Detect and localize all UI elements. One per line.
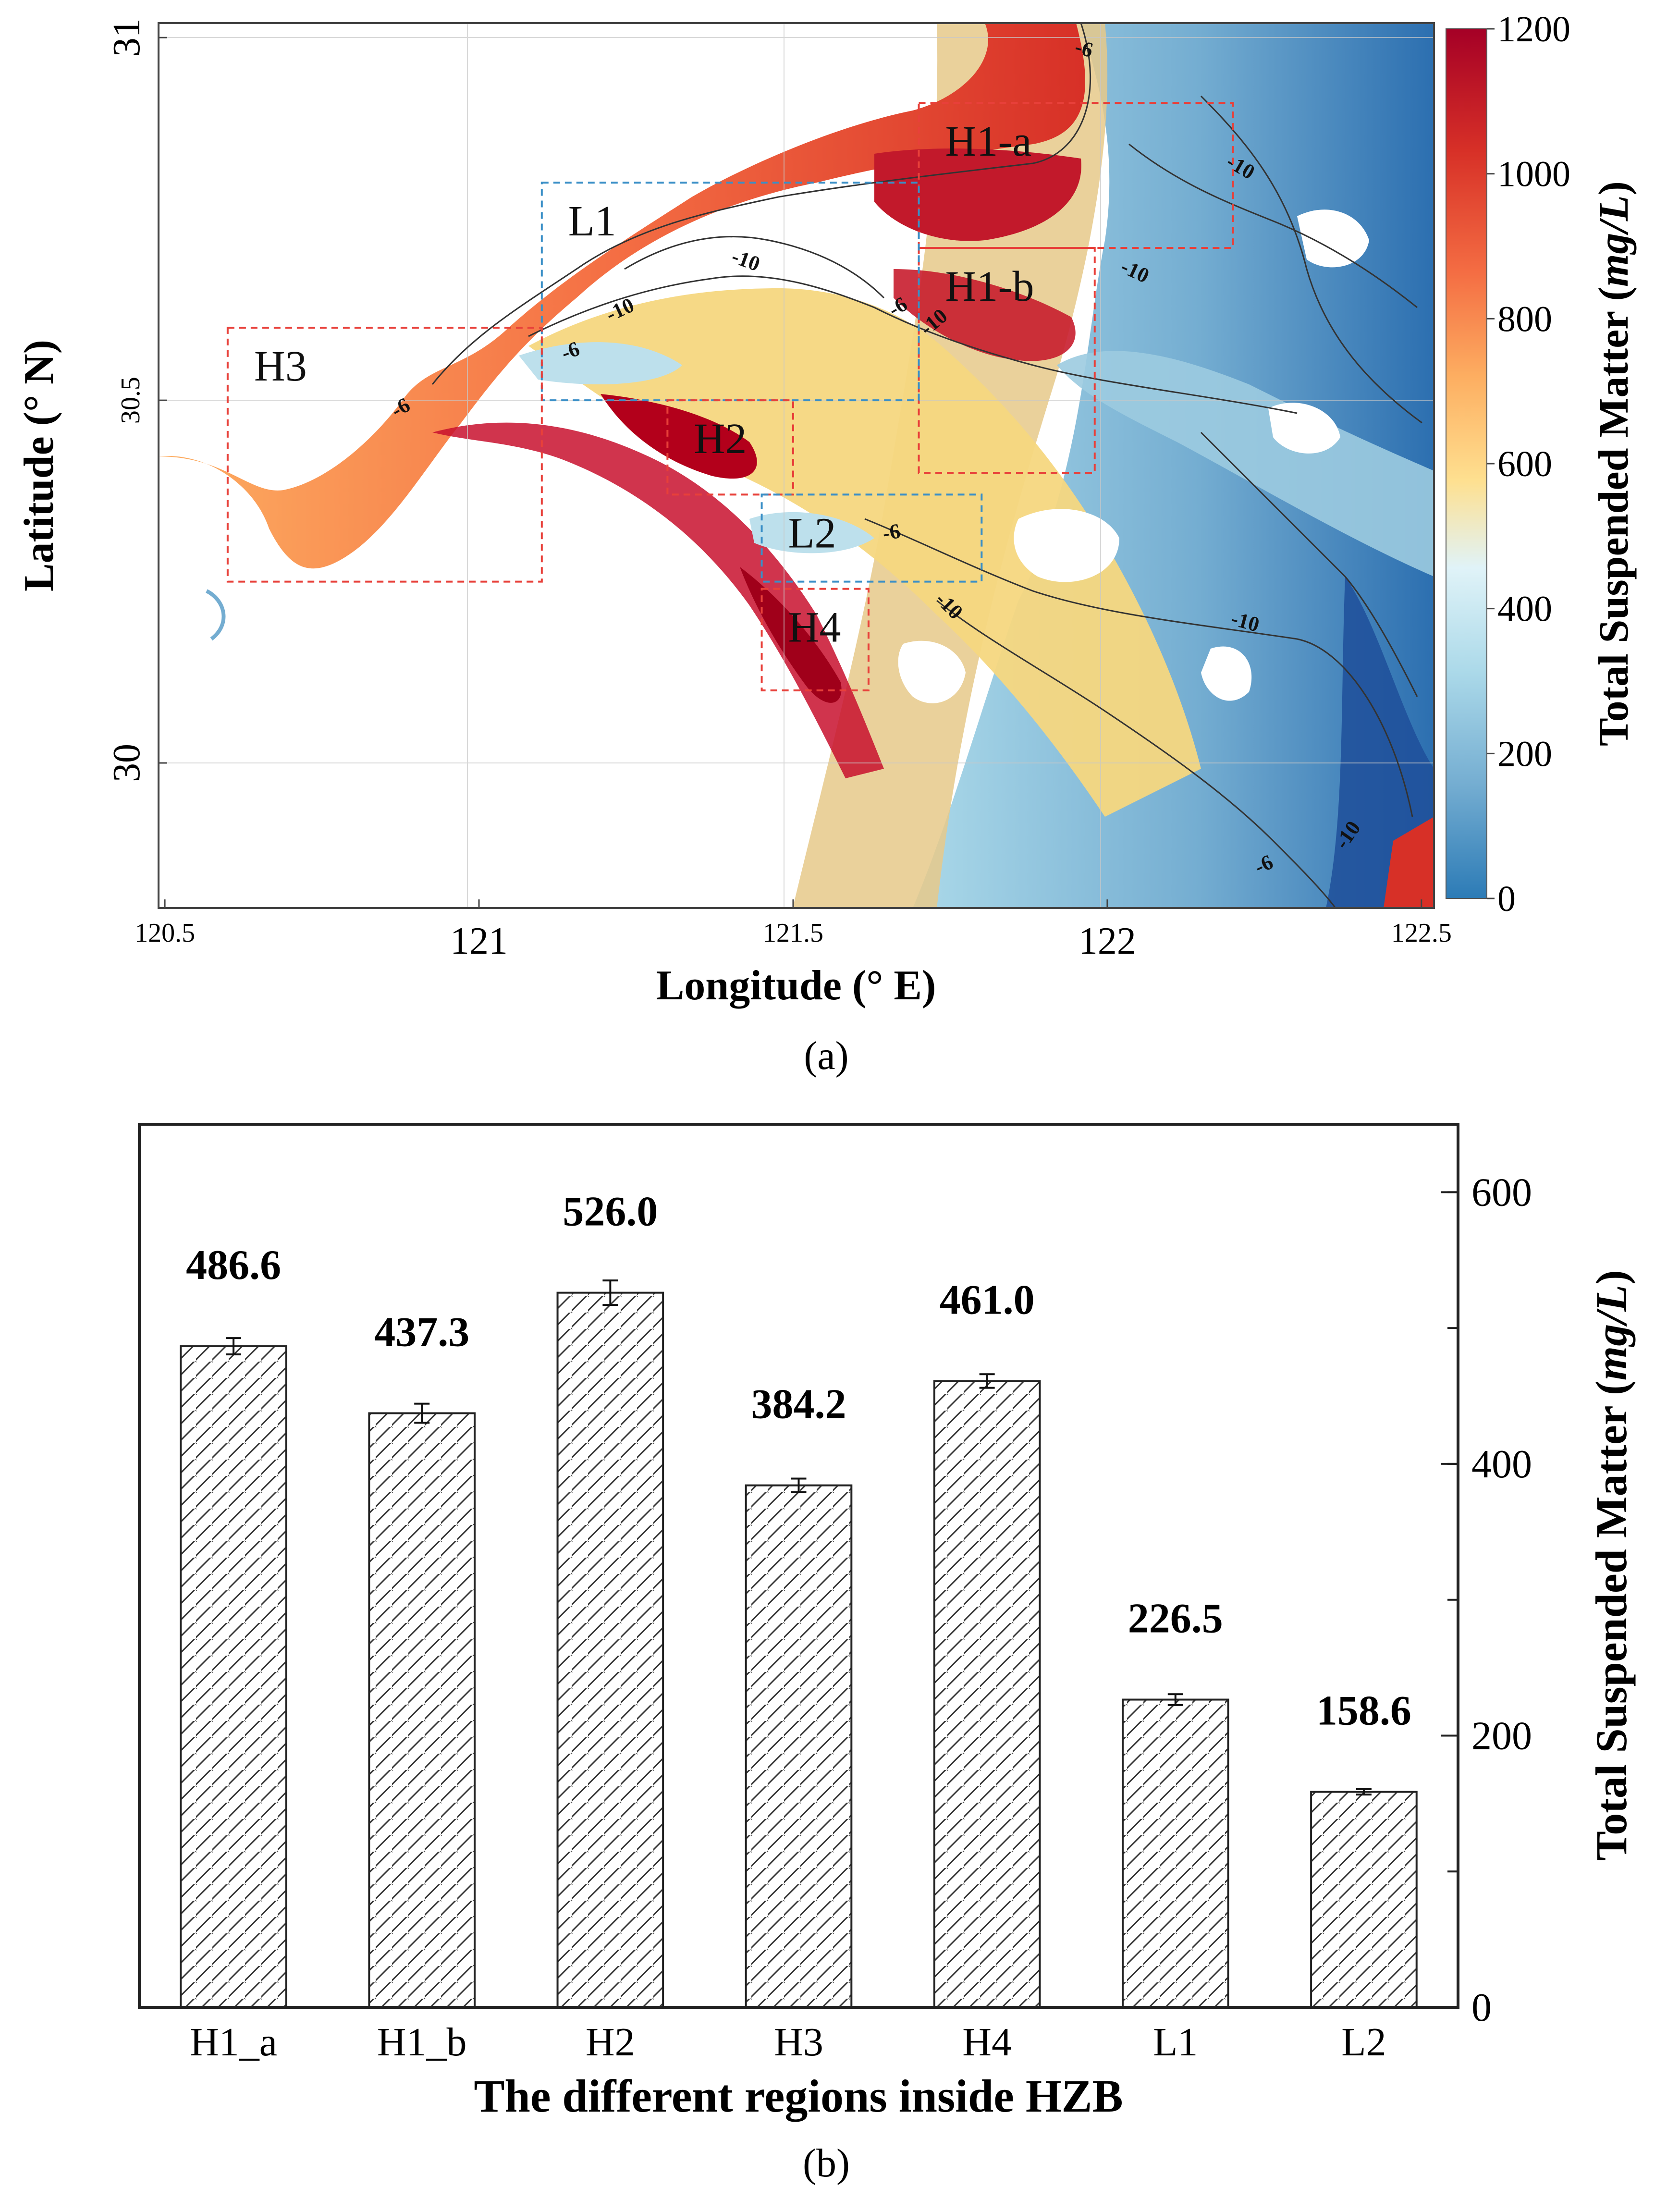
- region-box: [666, 399, 794, 496]
- colorbar-tick-label: 0: [1497, 879, 1516, 919]
- region-box: [226, 327, 543, 583]
- map-x-tick-label: 122.5: [1391, 918, 1452, 948]
- colorbar-ticks: 1200 1000 800 600 400 200 0: [1487, 9, 1570, 919]
- tsm-bar-chart: 486.6 437.3 526.0 384.2 461.0 226.5 158.6 0 200…: [138, 1123, 1636, 2186]
- colorbar-tick-label: 200: [1497, 734, 1552, 774]
- tsm-map-panel: -6 -10 -10 -10 -6 -6 -10 -10 -6 -10 -10 …: [16, 9, 1637, 1078]
- region-box: [918, 102, 1234, 249]
- bar-h3: 384.2: [745, 1381, 853, 2008]
- bar-category-label: L2: [1341, 2020, 1386, 2065]
- bar-value-label: 461.0: [940, 1277, 1035, 1323]
- region-l2: L2: [760, 493, 983, 583]
- map-x-axis-label: Longitude (° E): [656, 962, 936, 1009]
- panel-label-b: (b): [803, 2141, 850, 2186]
- bar-category-label: H3: [774, 2020, 823, 2065]
- map-y-tick-label: 31: [106, 18, 148, 57]
- region-box: [918, 247, 1096, 474]
- region-label: H2: [694, 415, 747, 463]
- region-box: [760, 493, 983, 583]
- region-label: H1-a: [945, 118, 1032, 165]
- bar-value-label: 158.6: [1316, 1688, 1411, 1734]
- colorbar-tick-label: 1200: [1497, 9, 1570, 49]
- bar-h4: 461.0: [933, 1277, 1041, 2008]
- bar-value-label: 526.0: [563, 1189, 658, 1235]
- map-x-ticks: 120.5 121 121.5 122 122.5: [135, 899, 1452, 962]
- bar-value-label: 486.6: [186, 1242, 281, 1289]
- svg-text:-6: -6: [881, 519, 902, 545]
- colorbar: [1446, 28, 1487, 899]
- map-y-ticks: 31 30.5 30: [106, 18, 167, 782]
- map-frame: [158, 22, 1435, 909]
- region-box: [540, 182, 920, 402]
- region-h1-a: H1-a: [918, 102, 1234, 249]
- bar-y-axis-label: Total Suspended Matter (mg/L): [1587, 1270, 1636, 1860]
- bar-rect: [1310, 1791, 1418, 2008]
- map-y-axis-label: Latitude (° N): [16, 340, 62, 591]
- region-label: H4: [788, 604, 841, 651]
- colorbar-tick-label: 800: [1497, 299, 1552, 339]
- bar-l2: 158.6: [1310, 1688, 1418, 2008]
- tsm-raster: [159, 23, 1434, 908]
- bars: 486.6 437.3 526.0 384.2 461.0 226.5 158.6: [180, 1189, 1418, 2009]
- bar-y-tick-label: 600: [1471, 1170, 1532, 1215]
- region-label: L2: [788, 509, 836, 557]
- bar-value-label: 226.5: [1128, 1596, 1223, 1642]
- bar-x-ticks: H1_a H1_b H2 H3 H4 L1 L2: [190, 2020, 1386, 2065]
- bar-l1: 226.5: [1121, 1596, 1229, 2008]
- colorbar-label: Total Suspended Matter (mg/L): [1591, 181, 1637, 746]
- region-l1: L1: [540, 182, 920, 402]
- map-x-tick-label: 122: [1079, 920, 1136, 962]
- bar-h1_b: 437.3: [368, 1309, 476, 2008]
- map-x-tick-label: 121: [450, 920, 508, 962]
- panel-label-a: (a): [804, 1033, 848, 1078]
- region-h3: H3: [226, 327, 543, 583]
- region-boxes: H1-a H1-b L1 H2 L2 H3 H4: [226, 102, 1234, 692]
- region-h4: H4: [760, 588, 870, 692]
- bar-rect: [556, 1291, 664, 2009]
- bar-category-label: H1_a: [190, 2020, 277, 2065]
- region-h2: H2: [666, 399, 794, 496]
- map-x-tick-label: 121.5: [763, 918, 823, 948]
- bar-value-label: 384.2: [751, 1381, 846, 1428]
- bar-category-label: H2: [586, 2020, 635, 2065]
- bar-category-label: H4: [962, 2020, 1012, 2065]
- bar-y-tick-label: 0: [1471, 1985, 1492, 2030]
- colorbar-tick-label: 600: [1497, 444, 1552, 484]
- bar-h1_a: 486.6: [180, 1242, 287, 2008]
- bar-x-axis-label: The different regions inside HZB: [474, 2070, 1123, 2122]
- map-x-tick-label: 120.5: [135, 918, 195, 948]
- region-label: L1: [568, 197, 616, 245]
- bar-h2: 526.0: [556, 1189, 664, 2009]
- bar-rect: [933, 1380, 1041, 2008]
- colorbar-tick-label: 400: [1497, 589, 1552, 629]
- map-y-tick-label: 30: [106, 744, 148, 782]
- bar-y-ticks: 0 200 400 600: [1441, 1170, 1532, 2030]
- bar-rect: [745, 1484, 853, 2008]
- bathymetry-contours: [431, 23, 1422, 908]
- region-h1-b: H1-b: [918, 247, 1096, 474]
- bar-rect: [1121, 1698, 1229, 2008]
- bar-category-label: L1: [1153, 2020, 1198, 2065]
- bar-y-tick-label: 200: [1471, 1713, 1532, 1758]
- bar-value-label: 437.3: [374, 1309, 469, 1355]
- bar-category-label: H1_b: [377, 2020, 467, 2065]
- bar-y-tick-label: 400: [1471, 1442, 1532, 1487]
- map-y-tick-label: 30.5: [116, 377, 146, 424]
- bar-rect: [368, 1412, 476, 2008]
- colorbar-tick-label: 1000: [1497, 154, 1570, 195]
- region-label: H3: [254, 343, 307, 390]
- bar-rect: [180, 1345, 287, 2008]
- region-label: H1-b: [945, 263, 1034, 310]
